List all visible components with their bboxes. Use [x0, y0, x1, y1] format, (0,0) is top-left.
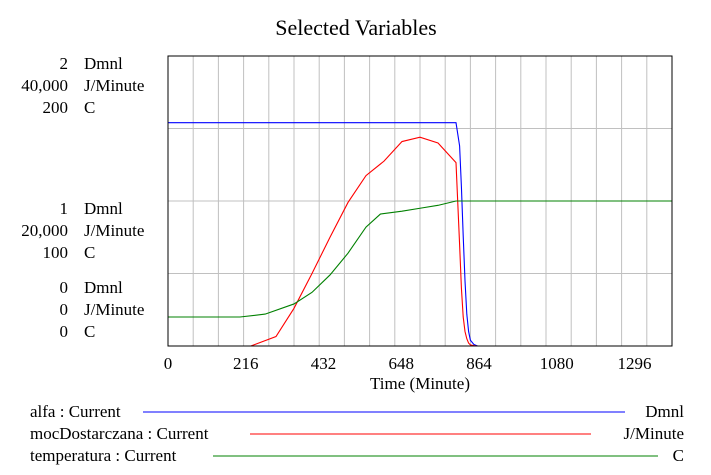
y-tick-unit: J/Minute — [84, 76, 144, 95]
x-axis-label: Time (Minute) — [370, 374, 470, 393]
x-axis-tick-labels: 0 216 432 648 864 1080 1296 — [164, 354, 652, 373]
x-tick-label: 1296 — [618, 354, 652, 373]
y-tick-value: 100 — [43, 243, 69, 262]
x-tick-label: 1080 — [540, 354, 574, 373]
legend-series-name: alfa : Current — [30, 402, 121, 421]
y-tick-value: 0 — [60, 278, 69, 297]
y-tick-value: 1 — [60, 199, 69, 218]
y-tick-value: 0 — [60, 322, 69, 341]
plot-frame — [167, 55, 673, 347]
y-tick-unit: Dmnl — [84, 199, 123, 218]
y-tick-value: 2 — [60, 54, 69, 73]
series-line-2 — [168, 200, 672, 318]
legend-unit: C — [673, 446, 684, 465]
y-tick-value: 0 — [60, 300, 69, 319]
series-line-1 — [168, 136, 672, 347]
chart-title: Selected Variables — [275, 15, 436, 40]
y-tick-unit: Dmnl — [84, 278, 123, 297]
y-tick-unit: J/Minute — [84, 221, 144, 240]
y-tick-unit: J/Minute — [84, 300, 144, 319]
series-line-0 — [168, 122, 672, 347]
y-tick-unit: C — [84, 98, 95, 117]
legend: alfa : Current Dmnl mocDostarczana : Curre… — [30, 402, 684, 465]
x-tick-label: 648 — [389, 354, 415, 373]
x-tick-label: 0 — [164, 354, 173, 373]
x-tick-label: 216 — [233, 354, 259, 373]
legend-series-name: mocDostarczana : Current — [30, 424, 209, 443]
series-lines — [168, 122, 672, 347]
y-tick-unit: C — [84, 243, 95, 262]
x-tick-label: 864 — [466, 354, 492, 373]
y-tick-value: 200 — [43, 98, 69, 117]
x-tick-label: 432 — [311, 354, 337, 373]
legend-unit: J/Minute — [624, 424, 684, 443]
y-tick-value: 20,000 — [21, 221, 68, 240]
legend-series-name: temperatura : Current — [30, 446, 177, 465]
y-tick-unit: C — [84, 322, 95, 341]
y-tick-value: 40,000 — [21, 76, 68, 95]
y-tick-unit: Dmnl — [84, 54, 123, 73]
legend-unit: Dmnl — [645, 402, 684, 421]
